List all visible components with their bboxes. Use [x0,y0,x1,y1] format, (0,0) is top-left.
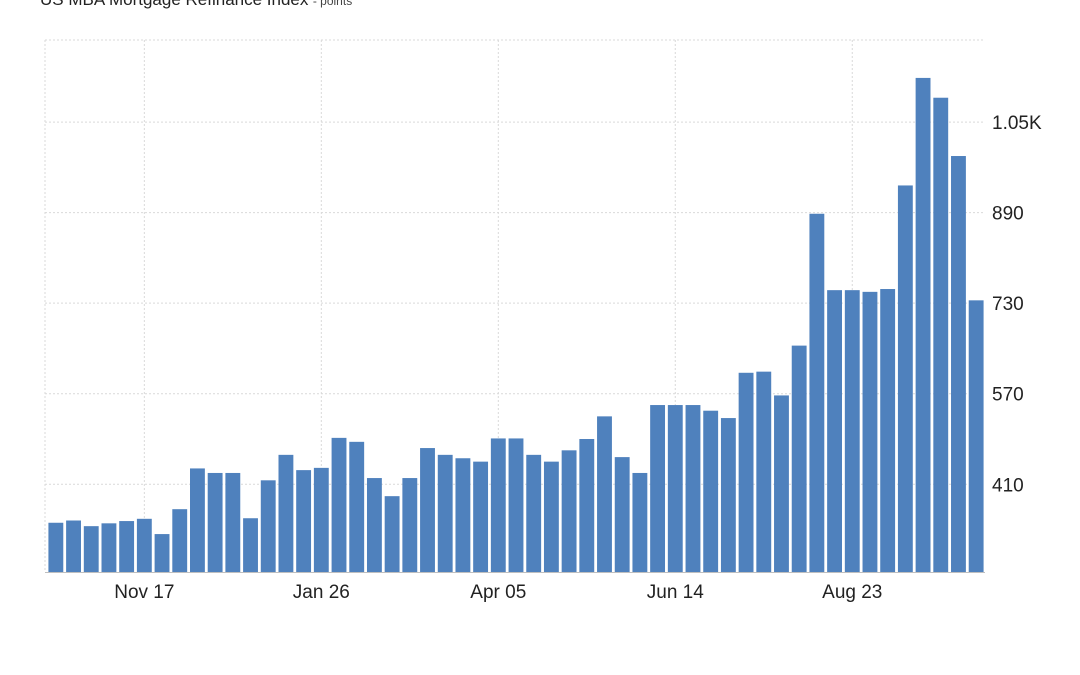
bar [897,185,913,573]
y-tick-label: 1.05K [992,113,1042,134]
bar [827,290,842,572]
bar [490,438,506,572]
bar [933,97,949,572]
bar [650,405,666,572]
chart-title: US MBA Mortgage Refinance Index - points [40,0,352,10]
bar [420,448,435,572]
bar [313,467,329,572]
bar [774,395,789,572]
bar [880,289,896,572]
bar [561,450,577,572]
bar [172,509,188,572]
bar [225,472,241,572]
bar [331,437,347,572]
bar [190,468,205,572]
bar [791,345,807,572]
bar [526,454,542,572]
bar [402,478,418,572]
bar [207,472,223,572]
bar [597,416,612,572]
bar [349,441,365,572]
bar [632,472,648,572]
bar [809,213,825,572]
bar [260,480,276,572]
bar [437,454,453,572]
bar [579,439,595,572]
bar [685,405,701,572]
bar [473,461,489,572]
bar [844,290,860,572]
bar [243,518,258,572]
chart-unit: - points [313,0,352,8]
y-tick-label: 570 [992,385,1024,406]
bar [968,300,984,572]
bar [543,461,559,572]
bar-series [48,77,984,573]
bar [703,410,719,572]
bar [278,454,294,572]
bar [667,405,683,572]
bar [296,470,312,572]
bar [508,438,524,572]
bar [756,371,772,572]
bar [614,457,630,572]
y-tick-label: 410 [992,475,1024,496]
y-tick-label: 890 [992,204,1024,225]
bar [720,418,736,572]
bar [951,156,966,572]
bar [101,523,117,572]
x-tick-label: Jun 14 [647,582,704,603]
x-tick-label: Jan 26 [293,582,350,603]
chart-unit-text: points [320,0,353,8]
bar [366,478,382,572]
bar [66,520,81,572]
bar [738,372,754,572]
tick-labels: 410 570 730 890 1.05K Nov 17 Jan 26 Apr 05 Jun 1… [114,113,1042,603]
bar [384,496,400,572]
bar [136,518,152,572]
chart-title-text: US MBA Mortgage Refinance Index [40,0,308,9]
bar [48,522,64,572]
x-tick-label: Apr 05 [470,582,526,603]
x-tick-label: Aug 23 [822,582,882,603]
bar [862,291,878,572]
bar [119,521,135,572]
x-tick-label: Nov 17 [114,582,174,603]
y-tick-label: 730 [992,294,1024,315]
bar [154,534,170,572]
bar [915,77,931,572]
bar [455,458,471,572]
bar [83,526,99,572]
